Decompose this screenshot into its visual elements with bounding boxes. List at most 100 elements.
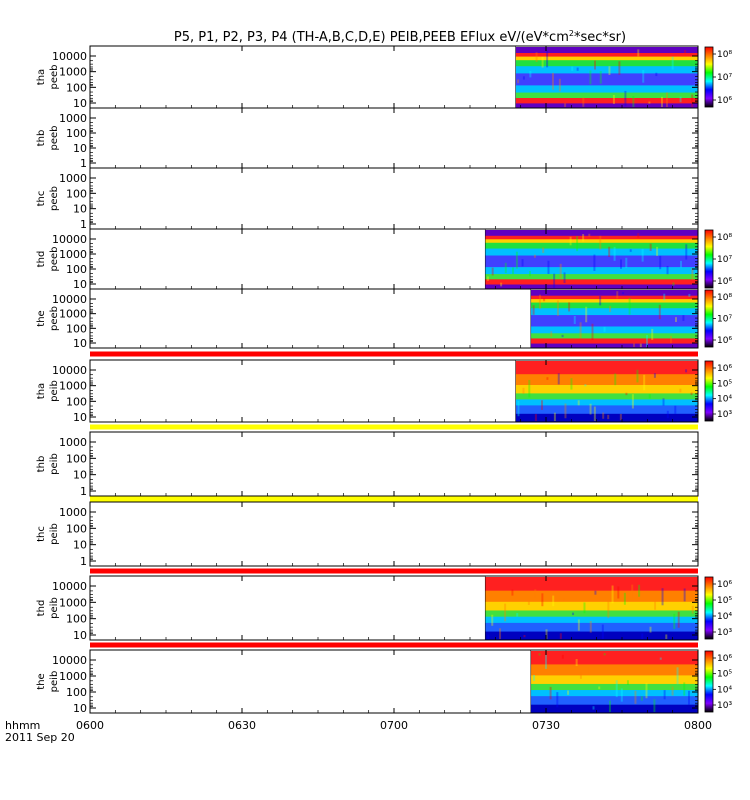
heatmap-band (485, 610, 698, 618)
heatmap-streak (639, 343, 642, 347)
y-tick-label: 1000 (59, 112, 87, 125)
heatmap-streak (584, 384, 587, 387)
heatmap-streak (632, 343, 635, 347)
heatmap-streak (585, 306, 588, 323)
heatmap (484, 576, 698, 640)
heatmap-streak (589, 70, 592, 85)
heatmap-streak (674, 405, 677, 414)
heatmap-streak (656, 246, 659, 256)
y-tick-label: 10000 (52, 364, 87, 377)
y-tick-label: 100 (66, 522, 87, 535)
heatmap-streak (563, 272, 566, 284)
heatmap-streak (561, 654, 564, 659)
heatmap-streak (532, 674, 535, 681)
heatmap-streak (569, 236, 572, 246)
heatmap-streak (637, 233, 640, 238)
colorbar-label: 10⁸ (717, 233, 732, 243)
heatmap-streak (659, 255, 662, 270)
heatmap (484, 229, 698, 289)
heatmap-band (485, 242, 698, 250)
heatmap-streak (675, 317, 678, 322)
colorbar-label: 10⁷ (717, 73, 732, 83)
panel-thb-peib: 1000 100 10 1 thb peib (36, 431, 699, 502)
heatmap-streak (685, 244, 688, 260)
colorbar-label: 10⁸ (717, 293, 732, 303)
heatmap-streak (587, 666, 590, 675)
heatmap-streak (673, 613, 676, 629)
heatmap-band (515, 361, 698, 375)
heatmap-streak (541, 400, 544, 410)
heatmap-streak (573, 316, 576, 324)
heatmap-streak (522, 76, 525, 80)
heatmap-streak (636, 369, 639, 383)
heatmap-band (530, 343, 698, 348)
heatmap-band (515, 399, 698, 406)
heatmap-band (530, 290, 698, 297)
panel-instrument-label: peib (49, 380, 60, 402)
y-tick-label: 100 (66, 686, 87, 699)
heatmap-streak (670, 335, 673, 344)
y-tick-label: 100 (66, 127, 87, 140)
heatmap-streak (552, 595, 555, 607)
heatmap-streak (491, 614, 494, 626)
heatmap-streak (655, 72, 658, 77)
heatmap-streak (637, 49, 640, 57)
heatmap-streak (649, 626, 652, 633)
heatmap-streak (542, 247, 545, 253)
y-tick-label: 100 (66, 263, 87, 276)
heatmap-streak (625, 257, 628, 268)
colorbar-label: 10⁴ (717, 685, 732, 695)
y-tick-label: 1000 (59, 670, 87, 683)
colorbar-label: 10⁵ (717, 670, 732, 680)
heatmap-streak (603, 653, 606, 656)
heatmap-streak (559, 263, 562, 279)
heatmap (530, 650, 698, 713)
y-tick-label: 10 (73, 629, 87, 642)
heatmap-streak (571, 66, 574, 71)
heatmap-streak (666, 265, 669, 275)
heatmap-streak (576, 67, 579, 71)
heatmap-streak (625, 392, 628, 396)
heatmap-streak (645, 335, 648, 347)
heatmap-streak (651, 328, 654, 340)
heatmap-streak (567, 690, 570, 695)
heatmap-streak (556, 300, 559, 316)
colorbar-label: 10⁶ (717, 96, 732, 106)
heatmap-streak (547, 260, 550, 274)
heatmap-streak (659, 657, 662, 660)
quality-flag-bar (90, 424, 698, 430)
heatmap-band (530, 308, 698, 316)
y-tick-label: 10 (73, 411, 87, 424)
heatmap-streak (535, 52, 538, 63)
heatmap-band (485, 284, 698, 289)
y-tick-label: 1000 (59, 506, 87, 519)
colorbar-label: 10⁵ (717, 379, 732, 389)
colorbar (704, 229, 714, 289)
heatmap-streak (534, 414, 537, 421)
heatmap-streak (618, 61, 621, 75)
heatmap-streak (628, 297, 631, 315)
heatmap-band (485, 601, 698, 612)
heatmap-streak (577, 619, 580, 631)
colorbar-label: 10³ (717, 410, 732, 420)
heatmap-streak (665, 92, 668, 107)
heatmap-band (485, 267, 698, 275)
heatmap-streak (603, 326, 606, 332)
heatmap-streak (564, 403, 567, 419)
y-tick-label: 100 (66, 395, 87, 408)
heatmap-band (530, 326, 698, 334)
heatmap-streak (593, 254, 596, 271)
heatmap-streak (516, 613, 519, 617)
y-tick-label: 10 (73, 702, 87, 715)
heatmap-streak (645, 683, 648, 699)
heatmap-band (530, 299, 698, 304)
heatmap-streak (517, 79, 520, 84)
y-tick-label: 10 (73, 278, 87, 291)
heatmap-streak (613, 246, 616, 261)
y-tick-label: 10 (73, 142, 87, 155)
heatmap-streak (632, 96, 635, 107)
heatmap-band (530, 675, 698, 685)
heatmap-band (530, 690, 698, 697)
panel-thc-peib: 1000 100 10 1 thc peib (36, 501, 699, 574)
